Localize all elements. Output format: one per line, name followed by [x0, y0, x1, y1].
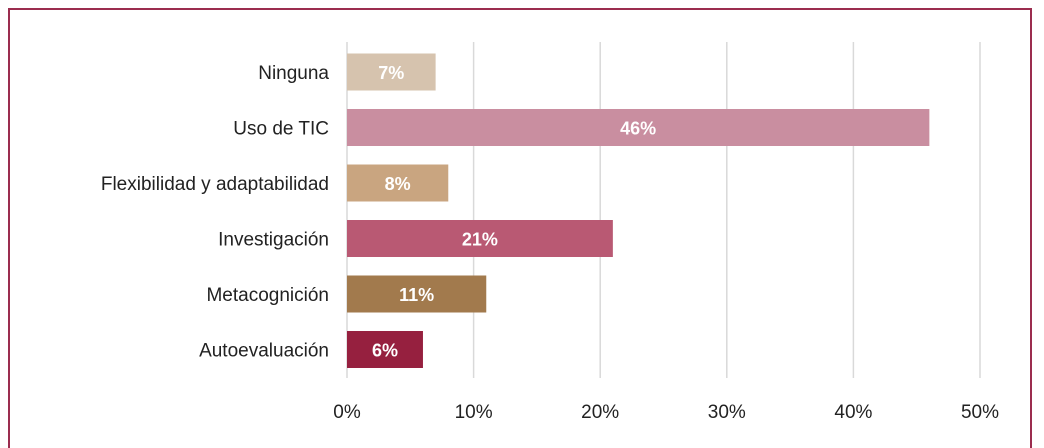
x-tick-label: 40%	[834, 402, 872, 423]
x-tick-label: 50%	[961, 402, 999, 423]
gridlines	[346, 42, 981, 378]
category-label: Uso de TIC	[233, 119, 329, 140]
x-tick-label: 30%	[708, 402, 746, 423]
category-label: Metacognición	[206, 285, 329, 306]
category-label: Ninguna	[258, 63, 329, 84]
bars	[347, 53, 930, 368]
value-labels: 7% 46% 8% 21% 11% 6%	[372, 63, 656, 361]
category-label: Autoevaluación	[199, 341, 329, 362]
data-label: 7%	[378, 63, 404, 83]
bar	[347, 275, 487, 313]
data-label: 11%	[399, 285, 434, 305]
bar	[347, 164, 449, 202]
category-label: Investigación	[218, 230, 329, 251]
bar	[347, 220, 613, 257]
bar	[347, 109, 930, 146]
bar-chart: Ninguna Uso de TIC Flexibilidad y adaptabi…	[101, 42, 999, 423]
data-label: 8%	[385, 174, 411, 194]
category-label: Flexibilidad y adaptabilidad	[101, 174, 329, 195]
category-labels: Ninguna Uso de TIC Flexibilidad y adaptabi…	[101, 63, 330, 362]
bar	[347, 53, 436, 91]
data-label: 46%	[620, 119, 656, 139]
bar	[347, 331, 423, 368]
x-axis-tick-labels: 0% 10% 20% 30% 40% 50%	[333, 402, 999, 423]
x-tick-label: 20%	[581, 402, 619, 423]
x-tick-label: 0%	[333, 402, 361, 423]
data-label: 21%	[462, 230, 498, 250]
x-tick-label: 10%	[455, 402, 493, 423]
data-label: 6%	[372, 341, 398, 361]
